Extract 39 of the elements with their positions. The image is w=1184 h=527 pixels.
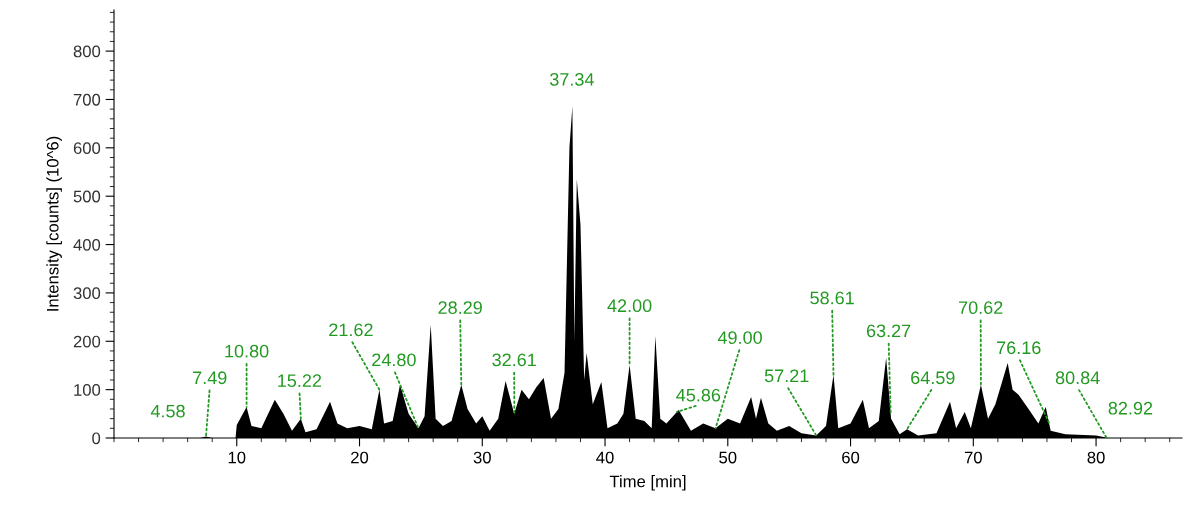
annotation: 64.59 bbox=[911, 371, 955, 385]
x-tick-label: 20 bbox=[351, 451, 369, 464]
annotation: 28.29 bbox=[438, 301, 482, 315]
annotation: 63.27 bbox=[866, 324, 911, 338]
x-tick-label: 60 bbox=[842, 451, 860, 464]
y-tick-label: 500 bbox=[73, 190, 101, 203]
y-tick-label: 100 bbox=[74, 384, 101, 396]
annotation: 10.80 bbox=[225, 344, 269, 358]
x-axis-title: Time [min] bbox=[609, 475, 686, 491]
x-tick-label: 80 bbox=[1087, 451, 1105, 464]
x-tick-label: 30 bbox=[473, 451, 491, 464]
annotation: 57.21 bbox=[764, 369, 809, 383]
annotation: 7.49 bbox=[193, 371, 227, 385]
annotation: 4.58 bbox=[150, 404, 185, 418]
annotation: 32.61 bbox=[492, 353, 536, 367]
y-axis-title: Intensity [counts] (10^6) bbox=[46, 136, 62, 311]
y-tick-label: 700 bbox=[73, 93, 101, 106]
y-tick-label: 800 bbox=[73, 45, 101, 58]
annotation: 70.62 bbox=[959, 301, 1003, 315]
annotation: 82.92 bbox=[1108, 401, 1153, 415]
annotation: 76.16 bbox=[997, 341, 1041, 355]
y-tick-label: 200 bbox=[73, 335, 101, 348]
annotation: 49.00 bbox=[717, 331, 762, 344]
y-tick-label: 600 bbox=[73, 142, 101, 155]
annotation: 80.84 bbox=[1055, 371, 1100, 385]
annotation: 24.80 bbox=[372, 353, 416, 367]
annotation: 58.61 bbox=[810, 291, 854, 305]
annotation: 45.86 bbox=[676, 388, 721, 402]
y-tick-label: 300 bbox=[73, 287, 101, 300]
x-tick-label: 10 bbox=[228, 451, 246, 464]
x-tick-label: 40 bbox=[596, 451, 614, 464]
annotation: 15.22 bbox=[278, 374, 322, 388]
y-tick-label: 400 bbox=[73, 238, 101, 251]
y-tick-label: 0 bbox=[92, 432, 101, 445]
annotation: 37.34 bbox=[549, 72, 594, 86]
annotation: 42.00 bbox=[607, 299, 652, 313]
x-tick-label: 70 bbox=[964, 451, 982, 464]
x-tick-label: 50 bbox=[719, 451, 737, 464]
annotation: 21.62 bbox=[329, 323, 373, 337]
